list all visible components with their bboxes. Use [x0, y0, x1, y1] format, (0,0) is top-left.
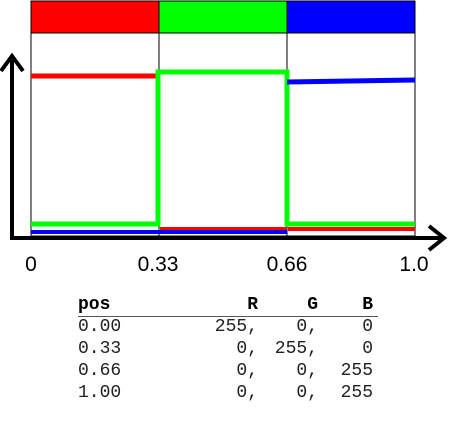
cell-pos: 0.00	[78, 317, 122, 337]
plot-frame	[30, 32, 416, 237]
header-r: R	[247, 295, 258, 315]
table-row: 0.66 0, 0, 255	[78, 360, 378, 382]
table-row: 0.33 0, 255, 0	[78, 338, 378, 360]
cell-pos: 1.00	[78, 383, 122, 403]
cell-b: 0	[362, 317, 373, 337]
segment-green	[158, 0, 288, 34]
tick-label-0: 0	[25, 253, 37, 276]
cell-r: 0,	[236, 339, 258, 359]
x-axis-arrowhead	[427, 224, 448, 252]
tick-label-0-33: 0.33	[138, 253, 179, 276]
cell-g: 0,	[296, 361, 318, 381]
header-b: B	[362, 295, 373, 315]
cell-pos: 0.66	[78, 361, 122, 381]
b-line-high	[286, 77, 416, 85]
header-pos: pos	[78, 295, 111, 315]
series-lines	[31, 69, 416, 234]
cell-b: 0	[362, 339, 373, 359]
cell-g: 0,	[296, 383, 318, 403]
tick-label-0-66: 0.66	[267, 253, 308, 276]
header-g: G	[307, 295, 318, 315]
cell-g: 0,	[296, 317, 318, 337]
table-header-rule	[78, 316, 378, 317]
cell-g: 255,	[274, 339, 318, 359]
g-line	[31, 69, 415, 227]
cell-r: 0,	[236, 383, 258, 403]
y-axis-arrowhead	[0, 52, 25, 73]
color-stop-table: pos R G B 0.00 255, 0, 0 0.33 0, 255, 0 …	[78, 294, 378, 404]
tick-label-1-0: 1.0	[399, 253, 428, 276]
cell-b: 255	[340, 361, 373, 381]
cell-b: 255	[340, 383, 373, 403]
cell-r: 255,	[214, 317, 258, 337]
table-row: 0.00 255, 0, 0	[78, 316, 378, 338]
segment-red	[30, 0, 160, 34]
cell-r: 0,	[236, 361, 258, 381]
cell-pos: 0.33	[78, 339, 122, 359]
segment-blue	[286, 0, 416, 34]
table-header-row: pos R G B	[78, 294, 378, 316]
table-row: 1.00 0, 0, 255	[78, 382, 378, 404]
